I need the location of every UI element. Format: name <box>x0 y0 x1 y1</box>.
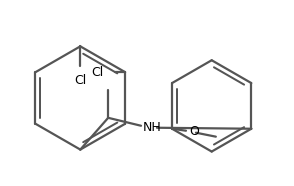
Text: Cl: Cl <box>91 66 103 79</box>
Text: NH: NH <box>143 121 162 134</box>
Text: Cl: Cl <box>74 74 86 87</box>
Text: O: O <box>189 125 199 138</box>
